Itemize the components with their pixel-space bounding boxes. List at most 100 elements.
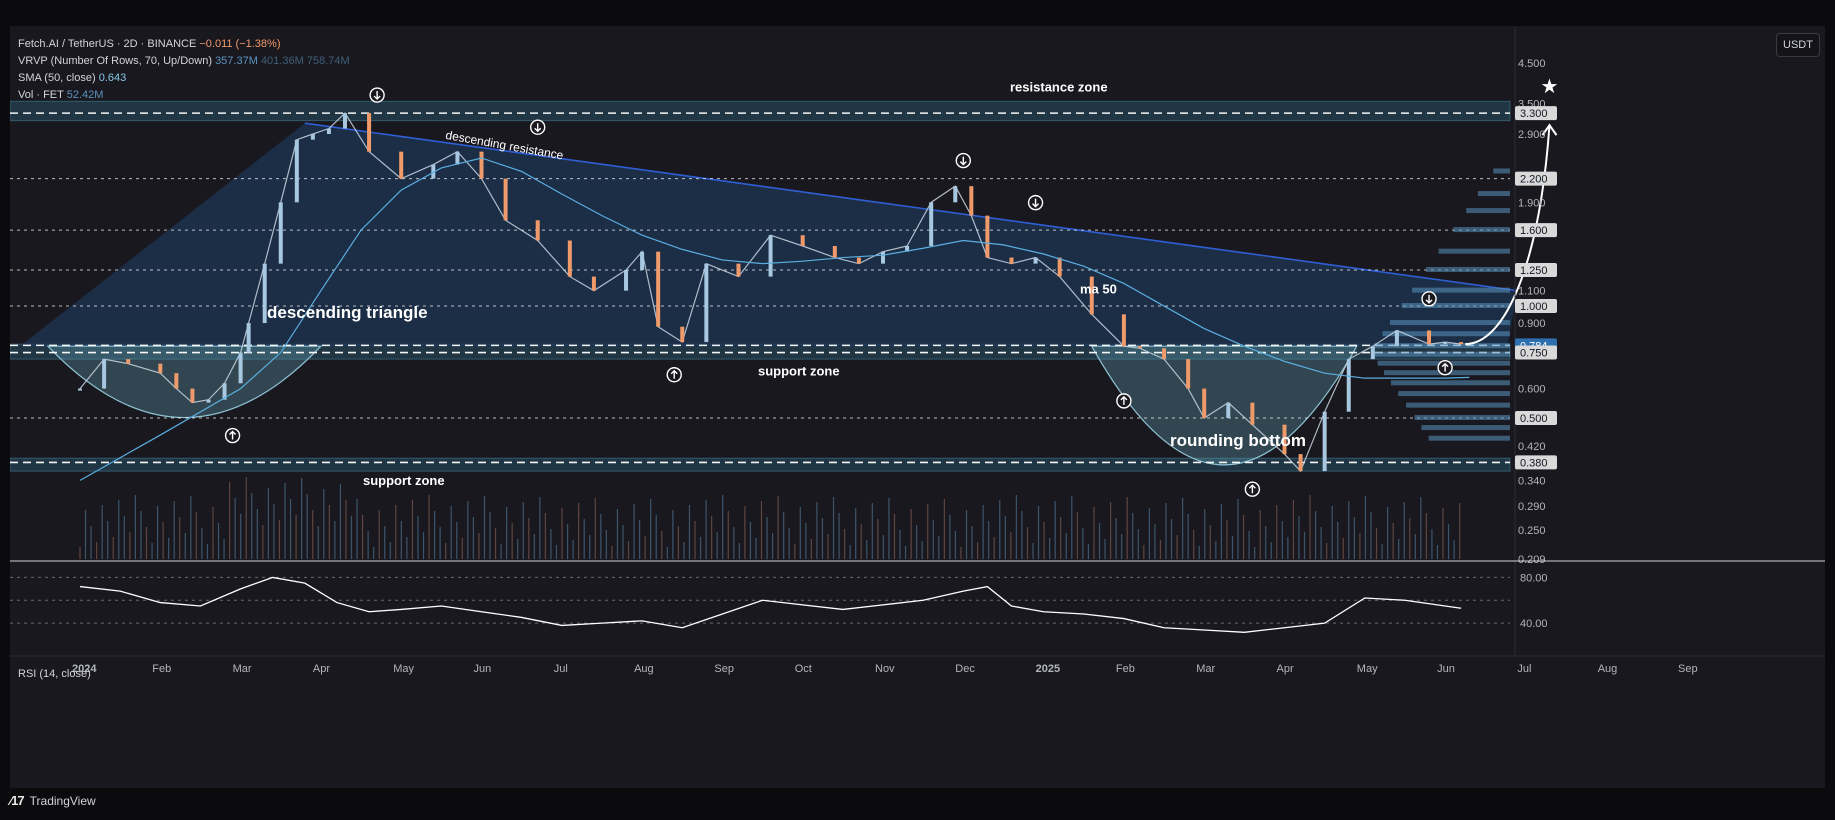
candle: [985, 215, 990, 258]
volume-bar: [1414, 534, 1416, 559]
vrvp-row[interactable]: VRVP (Number Of Rows, 70, Up/Down) 357.3…: [18, 53, 350, 70]
volume-bar: [395, 505, 397, 559]
volume-bar: [173, 501, 175, 559]
currency-button[interactable]: USDT: [1776, 33, 1820, 57]
volume-bar: [1093, 507, 1095, 559]
vol-row[interactable]: Vol · FET 52.42M: [18, 87, 350, 104]
volume-bar: [328, 505, 330, 559]
footer: ⁄17 TradingView: [10, 793, 96, 808]
volume-bar: [1126, 497, 1128, 559]
volume-bar: [1049, 538, 1051, 559]
volume-bar: [1242, 515, 1245, 559]
chart-area[interactable]: ★ resistance zone descending resistance de…: [9, 26, 1825, 788]
candle: [656, 251, 661, 327]
volume-bar: [1109, 502, 1112, 559]
volume-bar: [439, 527, 441, 559]
volume-bar: [417, 516, 419, 559]
volume-bar: [860, 524, 862, 559]
candle: [367, 113, 372, 152]
volume-bar: [600, 514, 602, 559]
time-tick-label: Jul: [1517, 663, 1531, 675]
volume-bar: [472, 517, 474, 559]
volume-bar: [766, 517, 768, 559]
volume-bar: [478, 533, 480, 559]
volume-bar: [1087, 544, 1090, 559]
volume-bar: [810, 539, 812, 559]
volume-bar: [904, 546, 907, 559]
swing-low-up-arrow-icon: [1116, 393, 1132, 409]
volume-bar: [711, 516, 713, 559]
candle: [262, 263, 267, 324]
price-highlight-label: 0.500: [1520, 413, 1548, 425]
volume-bar: [544, 513, 547, 559]
volume-bar: [356, 499, 358, 559]
axis-layer: 4.5003.5002.9002.2001.9001.6001.2501.100…: [10, 26, 1825, 675]
candle: [1089, 276, 1094, 315]
volume-bar: [1398, 539, 1400, 559]
sma-row[interactable]: SMA (50, close) 0.643: [18, 70, 350, 87]
volume-bar: [672, 510, 674, 559]
sma-label: SMA (50, close): [18, 72, 96, 84]
volume-bar: [1292, 500, 1295, 559]
volume-bar: [1320, 527, 1322, 559]
price-tick-label: 0.290: [1518, 501, 1546, 513]
candle: [1443, 342, 1448, 345]
volume-bar: [1331, 506, 1333, 559]
volume-bar: [949, 515, 951, 559]
candle: [1322, 411, 1327, 472]
volume-bar: [134, 495, 137, 559]
swing-low-up-arrow-icon-arrow: [1441, 362, 1449, 372]
candle: [929, 202, 934, 247]
volume-profile-row: [1453, 227, 1510, 233]
vrvp-up: 357.37M: [215, 55, 258, 67]
volume-bar: [594, 498, 596, 559]
volume-bar: [84, 510, 87, 559]
tradingview-logo-icon: ⁄17: [10, 793, 25, 808]
candle: [640, 251, 645, 270]
volume-bar: [1375, 528, 1378, 559]
symbol-row[interactable]: Fetch.AI / TetherUS · 2D · BINANCE −0.01…: [18, 36, 350, 53]
volume-bar: [616, 509, 619, 559]
volume-bar: [589, 535, 591, 559]
volume-bar: [777, 496, 779, 559]
volume-bar: [179, 517, 181, 559]
legend: Fetch.AI / TetherUS · 2D · BINANCE −0.01…: [18, 36, 350, 104]
candle: [953, 186, 958, 203]
volume-profile-row: [1390, 380, 1510, 386]
volume-bar: [434, 511, 436, 559]
volume-bar: [1043, 522, 1045, 559]
swing-high-down-arrow-icon: [955, 152, 971, 169]
volume-bar: [528, 518, 530, 559]
candle: [969, 186, 974, 216]
volume-bar: [1193, 530, 1195, 559]
volume-bar: [1104, 539, 1106, 559]
candle: [704, 263, 709, 343]
volume-bar: [1148, 508, 1150, 559]
price-highlight-label: 1.600: [1520, 225, 1548, 237]
volume-bar: [1082, 528, 1084, 559]
price-highlight-box: [1515, 262, 1557, 277]
candle: [455, 151, 460, 165]
volume-bar: [533, 534, 535, 559]
rounding-bottom-left: [46, 345, 323, 418]
volume-bar: [1337, 522, 1339, 559]
time-tick-label: Aug: [634, 663, 654, 675]
volume-bar: [217, 523, 220, 559]
candle: [1121, 314, 1126, 347]
price-tick-label: 2.900: [1518, 129, 1546, 141]
volume-bar: [788, 528, 790, 559]
swing-low-up-arrow-icon-arrow: [1120, 395, 1128, 405]
sma-50-line: [79, 157, 1470, 481]
volume-bar: [1431, 529, 1433, 559]
volume-bar: [151, 543, 153, 559]
candle: [238, 352, 243, 384]
volume-bar: [976, 542, 979, 559]
time-tick-label: 2024: [72, 663, 97, 675]
volume-bar: [1298, 516, 1300, 559]
volume-bar: [960, 547, 962, 559]
vol-value: 52.42M: [66, 89, 104, 101]
volume-bar: [1254, 547, 1256, 559]
volume-bar: [79, 547, 81, 559]
rsi-title[interactable]: RSI (14, close): [18, 668, 91, 680]
